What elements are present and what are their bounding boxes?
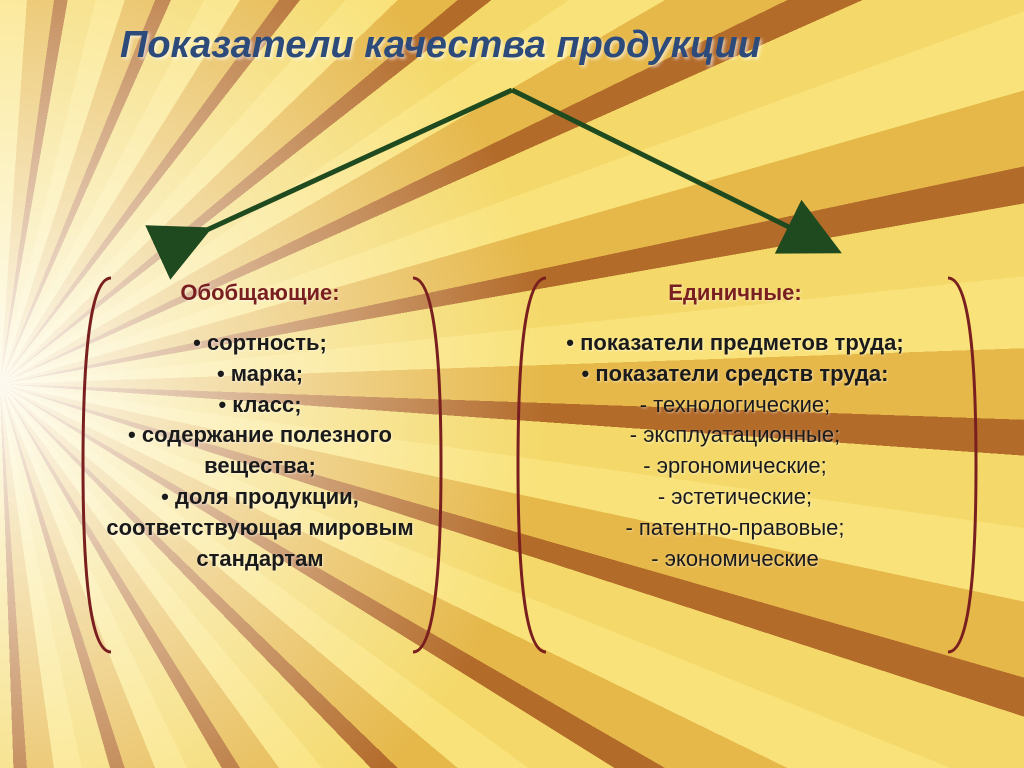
group-right-item: - эксплуатационные;	[525, 420, 945, 451]
group-right-item: - технологические;	[525, 390, 945, 421]
group-right-item: • показатели средств труда:	[525, 359, 945, 390]
group-right-title: Единичные:	[525, 280, 945, 306]
split-arrows	[0, 70, 1024, 290]
group-right-item: • показатели предметов труда;	[525, 328, 945, 359]
slide: Показатели качества продукции Обобщающие…	[0, 0, 1024, 768]
slide-title: Показатели качества продукции	[120, 24, 761, 67]
arrow-right	[512, 90, 815, 240]
group-right-item: - экономические	[525, 544, 945, 575]
group-right-item: - эстетические;	[525, 482, 945, 513]
group-left-item: • содержание полезного вещества;	[90, 420, 430, 482]
group-left-item: • сортность;	[90, 328, 430, 359]
group-right-item: - патентно-правовые;	[525, 513, 945, 544]
group-left-item: • марка;	[90, 359, 430, 390]
arrow-left	[185, 90, 512, 240]
group-left: Обобщающие: • сортность;• марка;• класс;…	[90, 280, 430, 574]
group-left-item: • доля продукции, соответствующая мировы…	[90, 482, 430, 574]
group-left-item: • класс;	[90, 390, 430, 421]
bracket-right-close	[940, 270, 980, 660]
group-right-item: - эргономические;	[525, 451, 945, 482]
group-left-title: Обобщающие:	[90, 280, 430, 306]
group-right: Единичные: • показатели предметов труда;…	[525, 280, 945, 574]
group-left-items: • сортность;• марка;• класс;• содержание…	[90, 328, 430, 574]
group-right-items: • показатели предметов труда;• показател…	[525, 328, 945, 574]
